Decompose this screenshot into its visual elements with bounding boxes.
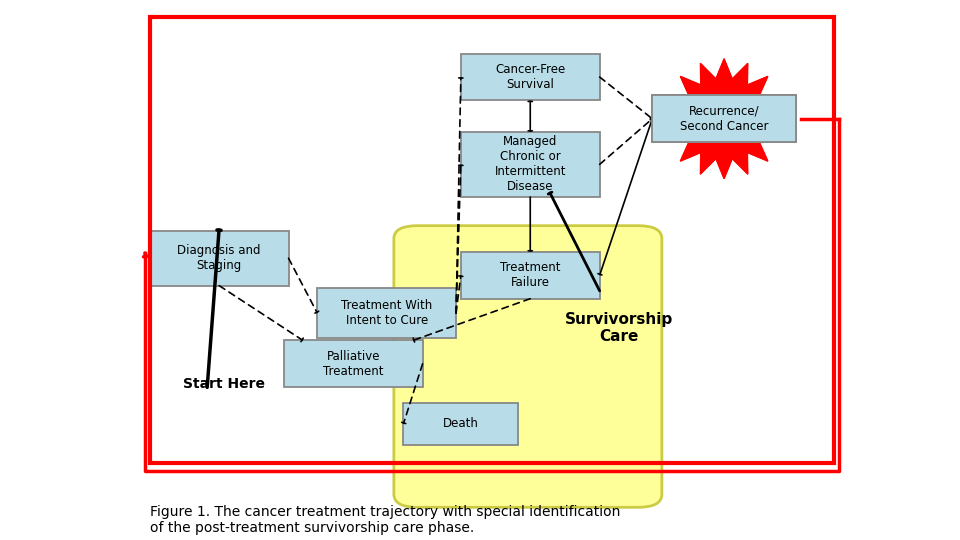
FancyBboxPatch shape [461, 132, 600, 197]
Text: Palliative
Treatment: Palliative Treatment [323, 350, 383, 378]
FancyBboxPatch shape [652, 95, 796, 142]
Text: Managed
Chronic or
Intermittent
Disease: Managed Chronic or Intermittent Disease [494, 136, 566, 193]
Text: Recurrence/
Second Cancer: Recurrence/ Second Cancer [680, 105, 768, 133]
Polygon shape [662, 59, 786, 179]
FancyBboxPatch shape [284, 340, 422, 387]
FancyBboxPatch shape [394, 226, 661, 507]
FancyBboxPatch shape [403, 403, 518, 445]
Text: Start Here: Start Here [183, 377, 265, 391]
Text: Survivorship
Care: Survivorship Care [564, 312, 673, 344]
FancyBboxPatch shape [461, 53, 600, 100]
Text: Cancer-Free
Survival: Cancer-Free Survival [495, 63, 565, 91]
FancyBboxPatch shape [652, 95, 796, 142]
Text: Diagnosis and
Staging: Diagnosis and Staging [178, 244, 261, 272]
Text: Figure 1. The cancer treatment trajectory with special identification
of the pos: Figure 1. The cancer treatment trajector… [150, 505, 620, 535]
Text: Death: Death [443, 417, 479, 430]
FancyBboxPatch shape [150, 231, 289, 286]
FancyBboxPatch shape [317, 288, 456, 338]
Text: Treatment With
Intent to Cure: Treatment With Intent to Cure [341, 299, 432, 327]
Text: Treatment
Failure: Treatment Failure [500, 261, 561, 289]
FancyBboxPatch shape [461, 252, 600, 299]
Text: Recurrence/
Second Cancer: Recurrence/ Second Cancer [680, 105, 768, 133]
